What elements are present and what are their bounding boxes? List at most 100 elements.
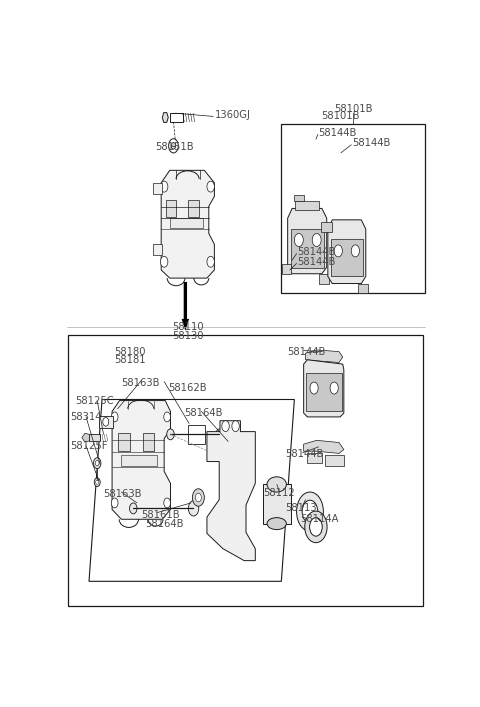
Bar	[68, 335, 423, 607]
Bar	[121, 455, 156, 466]
Polygon shape	[319, 274, 329, 284]
Bar	[295, 201, 319, 209]
Polygon shape	[162, 112, 168, 122]
FancyArrow shape	[181, 282, 189, 331]
Circle shape	[351, 245, 360, 257]
Text: 58144B: 58144B	[297, 257, 336, 267]
Bar	[170, 218, 203, 228]
Ellipse shape	[305, 511, 327, 543]
Circle shape	[111, 412, 118, 422]
Circle shape	[216, 429, 223, 440]
Circle shape	[330, 382, 338, 394]
Text: 58164B: 58164B	[185, 407, 223, 418]
Text: 1360GJ: 1360GJ	[215, 110, 250, 119]
Text: 58113: 58113	[285, 503, 317, 513]
Bar	[263, 484, 290, 524]
Text: 58144B: 58144B	[285, 449, 324, 459]
Circle shape	[207, 181, 215, 192]
Text: 58125C: 58125C	[76, 396, 114, 406]
Text: 58164B: 58164B	[145, 519, 184, 529]
Circle shape	[160, 257, 168, 267]
Bar	[281, 124, 425, 293]
Text: 58162B: 58162B	[168, 383, 206, 393]
Ellipse shape	[310, 518, 322, 536]
Bar	[153, 183, 162, 194]
Bar	[118, 433, 130, 450]
Text: 58163B: 58163B	[121, 378, 160, 387]
Text: 58180: 58180	[114, 346, 145, 356]
Circle shape	[195, 493, 202, 502]
Polygon shape	[82, 433, 89, 442]
Text: 58144B: 58144B	[352, 138, 390, 148]
Circle shape	[222, 421, 229, 431]
Text: 58181: 58181	[114, 356, 145, 366]
Circle shape	[167, 429, 174, 440]
Circle shape	[96, 460, 99, 466]
Text: 58112: 58112	[263, 488, 295, 498]
Circle shape	[334, 245, 342, 257]
Text: 58163B: 58163B	[103, 489, 141, 499]
Ellipse shape	[297, 492, 324, 531]
Text: 58314: 58314	[71, 412, 102, 422]
Polygon shape	[304, 360, 344, 417]
Polygon shape	[288, 209, 327, 274]
Circle shape	[192, 489, 204, 506]
Text: 58114A: 58114A	[300, 514, 338, 525]
Ellipse shape	[267, 477, 287, 492]
Circle shape	[168, 139, 178, 153]
Polygon shape	[112, 401, 170, 519]
Circle shape	[225, 437, 239, 457]
Circle shape	[164, 412, 170, 422]
Text: 58151B: 58151B	[155, 142, 193, 153]
Circle shape	[188, 501, 199, 516]
Bar	[143, 433, 154, 450]
Circle shape	[294, 233, 303, 247]
Polygon shape	[321, 222, 332, 232]
Bar	[290, 229, 324, 268]
Polygon shape	[305, 350, 343, 363]
Ellipse shape	[302, 501, 318, 523]
Bar	[153, 245, 162, 255]
Polygon shape	[282, 264, 291, 274]
Bar	[89, 434, 100, 441]
Bar	[188, 424, 205, 444]
Circle shape	[130, 503, 137, 514]
Ellipse shape	[267, 518, 287, 530]
Circle shape	[207, 257, 215, 267]
Circle shape	[228, 441, 236, 452]
Bar	[166, 200, 177, 216]
Text: 58101B: 58101B	[334, 104, 372, 114]
Text: 58110: 58110	[172, 322, 204, 332]
Text: 58144B: 58144B	[297, 247, 336, 257]
Polygon shape	[358, 284, 368, 293]
Circle shape	[96, 480, 99, 484]
Text: 58101B: 58101B	[322, 112, 360, 122]
Bar	[306, 373, 342, 411]
Polygon shape	[207, 421, 255, 561]
Polygon shape	[328, 220, 366, 284]
Polygon shape	[161, 170, 215, 278]
Text: 58144B: 58144B	[287, 346, 325, 356]
Circle shape	[111, 498, 118, 508]
Circle shape	[160, 181, 168, 192]
Bar	[170, 113, 183, 122]
Polygon shape	[307, 453, 322, 463]
Circle shape	[310, 382, 318, 394]
Polygon shape	[89, 399, 294, 581]
Circle shape	[94, 457, 101, 469]
Circle shape	[94, 478, 100, 486]
Text: 58125F: 58125F	[71, 440, 108, 451]
Bar	[99, 416, 113, 428]
Circle shape	[312, 233, 321, 247]
Text: 58144B: 58144B	[319, 128, 357, 138]
Polygon shape	[325, 455, 344, 466]
Text: 58161B: 58161B	[141, 510, 180, 520]
Circle shape	[232, 421, 240, 431]
Circle shape	[103, 417, 109, 426]
Bar	[331, 240, 363, 276]
Circle shape	[164, 498, 170, 508]
Polygon shape	[304, 440, 344, 453]
Circle shape	[171, 143, 176, 149]
Polygon shape	[294, 195, 304, 201]
Bar	[188, 200, 199, 216]
